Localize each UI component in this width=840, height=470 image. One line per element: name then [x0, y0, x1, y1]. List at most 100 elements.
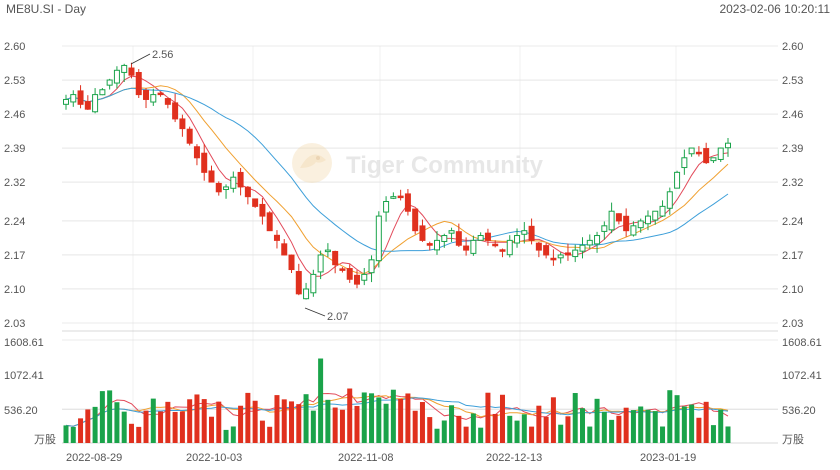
candle-body: [419, 225, 426, 241]
candle-body: [514, 235, 521, 244]
candle-body: [637, 220, 644, 229]
candle-body: [608, 210, 615, 231]
volume-bar: [550, 397, 556, 443]
candle-body: [164, 98, 171, 105]
candle-body: [186, 128, 193, 144]
volume-bar: [223, 429, 229, 443]
vol-ma20-line: [65, 397, 729, 427]
volume-bar: [696, 417, 702, 443]
candle-body: [412, 208, 419, 232]
candle-body: [310, 273, 317, 294]
candle-body: [324, 249, 331, 253]
volume-bar: [179, 411, 185, 443]
volume-bar: [718, 409, 724, 443]
volume-bar: [456, 415, 462, 443]
candle-body: [441, 235, 448, 242]
high-label: 2.56: [152, 49, 173, 61]
volume-bar: [667, 390, 673, 443]
candle-body: [70, 94, 77, 103]
watermark: Tiger Community: [292, 143, 544, 183]
candle-body: [346, 268, 353, 280]
candle-body: [135, 72, 142, 96]
volume-bar: [536, 405, 542, 443]
volume-bar: [660, 426, 666, 443]
price-tick-right: 2.24: [782, 216, 803, 228]
volume-bar: [434, 428, 440, 443]
candle-body: [252, 198, 259, 207]
price-tick-left: 2.39: [4, 143, 25, 155]
candle-body: [295, 271, 302, 295]
candle-body: [615, 213, 622, 222]
volume-bar: [70, 426, 76, 443]
volume-bar: [492, 413, 498, 443]
axis-labels: 2.60 2.60 2.53 2.53 2.46 2.46 2.39 2.39 2.32 2.32…: [4, 41, 822, 464]
candle-body: [535, 242, 542, 251]
candle-body: [528, 225, 535, 241]
candle-body: [703, 148, 710, 164]
candle-body: [390, 196, 397, 199]
candle-body: [383, 201, 390, 213]
candle-body: [237, 171, 244, 188]
price-tick-left: 2.60: [4, 41, 25, 53]
volume-bar: [609, 419, 615, 443]
candle-body: [368, 259, 375, 274]
volume-bar: [623, 407, 629, 443]
volume-bar: [645, 409, 651, 443]
volume-bar: [529, 426, 535, 443]
volume-tick-left: 1072.41: [4, 370, 44, 382]
watermark-text: Tiger Community: [346, 152, 544, 179]
candle-body: [266, 212, 273, 232]
tiger-logo-icon: [292, 143, 332, 183]
volume-bar: [136, 426, 142, 443]
volume-bar: [99, 391, 105, 443]
candle-body: [230, 176, 237, 189]
volume-tick-left: 1608.61: [4, 337, 44, 349]
volume-bar: [194, 394, 200, 443]
volume-bar: [172, 411, 178, 443]
volume-tick-right: 1072.41: [782, 370, 822, 382]
volume-bar: [580, 408, 586, 443]
volume-bar: [390, 389, 396, 443]
candle-body: [681, 157, 688, 169]
candle-body: [688, 147, 695, 155]
candle-body: [674, 171, 681, 189]
candle-body: [594, 235, 601, 245]
candle-body: [666, 191, 673, 209]
candle-body: [77, 90, 84, 105]
candle-body: [273, 234, 280, 241]
volume-bar: [587, 426, 593, 443]
volume-bar: [463, 426, 469, 443]
volume-bar: [245, 392, 251, 443]
candle-body: [375, 215, 382, 262]
date-label: 2022-11-08: [338, 452, 393, 464]
volume-bar: [558, 424, 564, 443]
volume-bar: [383, 403, 389, 443]
volume-bar: [405, 393, 411, 443]
volume-bar: [238, 405, 244, 443]
volume-bar: [332, 407, 338, 443]
candle-body: [652, 210, 659, 221]
price-tick-right: 2.60: [782, 41, 803, 53]
volume-bar: [681, 406, 687, 443]
volume-bar: [143, 410, 149, 443]
volume-bar: [318, 358, 324, 443]
ma10-line: [65, 85, 729, 274]
candle-body: [361, 273, 368, 281]
timestamp: 2023-02-06 10:20:11: [719, 2, 830, 16]
candle-body: [710, 157, 717, 162]
volume-bar: [78, 418, 84, 443]
candle-body: [543, 245, 550, 256]
volume-unit-right: 万股: [782, 433, 804, 446]
candle-body: [288, 254, 295, 271]
volume-bar: [507, 415, 513, 443]
candle-body: [113, 69, 120, 84]
candle-body: [579, 244, 586, 252]
candle-body: [404, 193, 411, 212]
volume-bar: [725, 426, 731, 443]
candle-body: [172, 102, 179, 120]
volume-unit-left: 万股: [34, 433, 56, 446]
candle-body: [317, 254, 324, 273]
volume-bar: [289, 401, 295, 443]
price-tick-left: 2.32: [4, 177, 25, 189]
